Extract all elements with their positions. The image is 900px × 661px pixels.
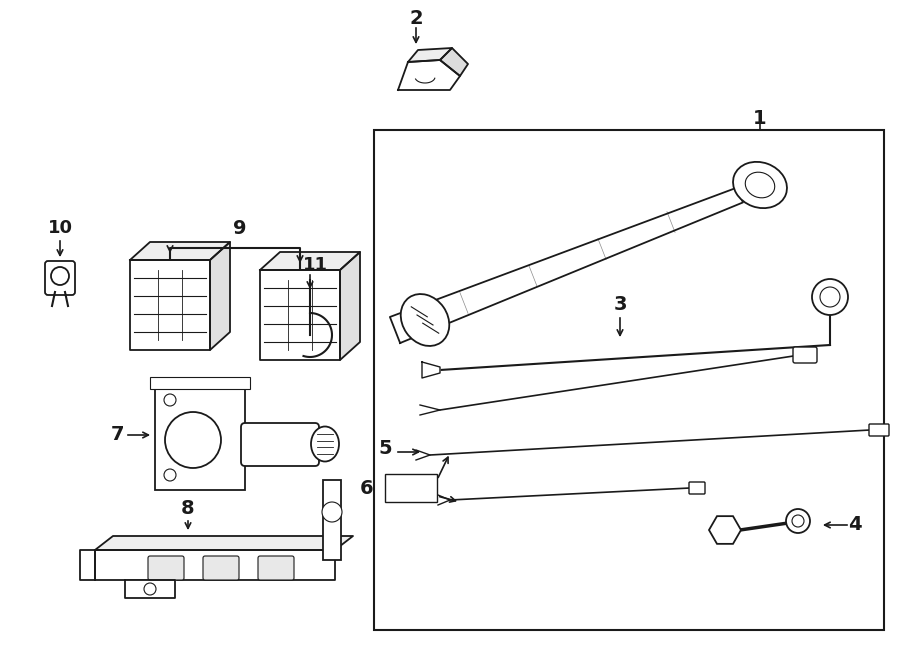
Text: 4: 4 <box>848 516 862 535</box>
Ellipse shape <box>745 172 775 198</box>
Polygon shape <box>130 260 210 350</box>
FancyBboxPatch shape <box>258 556 294 580</box>
Text: 8: 8 <box>181 498 194 518</box>
Polygon shape <box>422 362 440 378</box>
Ellipse shape <box>311 426 339 461</box>
Circle shape <box>812 279 848 315</box>
Circle shape <box>51 267 69 285</box>
FancyBboxPatch shape <box>203 556 239 580</box>
Circle shape <box>786 509 810 533</box>
FancyBboxPatch shape <box>45 261 75 295</box>
Circle shape <box>144 583 156 595</box>
Text: 9: 9 <box>233 219 247 237</box>
Circle shape <box>792 515 804 527</box>
Polygon shape <box>440 48 468 76</box>
Polygon shape <box>260 252 360 270</box>
Circle shape <box>322 502 342 522</box>
FancyBboxPatch shape <box>148 556 184 580</box>
Polygon shape <box>408 48 452 62</box>
Text: 6: 6 <box>359 479 373 498</box>
Ellipse shape <box>733 162 787 208</box>
Polygon shape <box>125 580 175 598</box>
Circle shape <box>165 412 221 468</box>
Bar <box>374 130 884 630</box>
Polygon shape <box>340 252 360 360</box>
Circle shape <box>820 287 840 307</box>
Bar <box>155 385 245 490</box>
Polygon shape <box>390 188 742 343</box>
Text: 11: 11 <box>302 256 328 274</box>
Bar <box>150 377 250 389</box>
Bar <box>323 480 341 560</box>
Text: 5: 5 <box>378 438 392 457</box>
FancyBboxPatch shape <box>241 423 319 466</box>
Polygon shape <box>260 270 340 360</box>
Polygon shape <box>130 242 230 260</box>
Polygon shape <box>398 60 460 90</box>
Ellipse shape <box>400 294 449 346</box>
Text: 1: 1 <box>753 108 767 128</box>
FancyBboxPatch shape <box>869 424 889 436</box>
Text: 3: 3 <box>613 295 626 315</box>
Circle shape <box>164 469 176 481</box>
FancyBboxPatch shape <box>689 482 705 494</box>
Text: 2: 2 <box>410 9 423 28</box>
Polygon shape <box>95 536 353 550</box>
Polygon shape <box>210 242 230 350</box>
Circle shape <box>164 394 176 406</box>
Polygon shape <box>95 550 335 580</box>
Text: 10: 10 <box>48 219 73 237</box>
FancyBboxPatch shape <box>793 347 817 363</box>
Text: 7: 7 <box>112 426 125 444</box>
Bar <box>385 474 437 502</box>
